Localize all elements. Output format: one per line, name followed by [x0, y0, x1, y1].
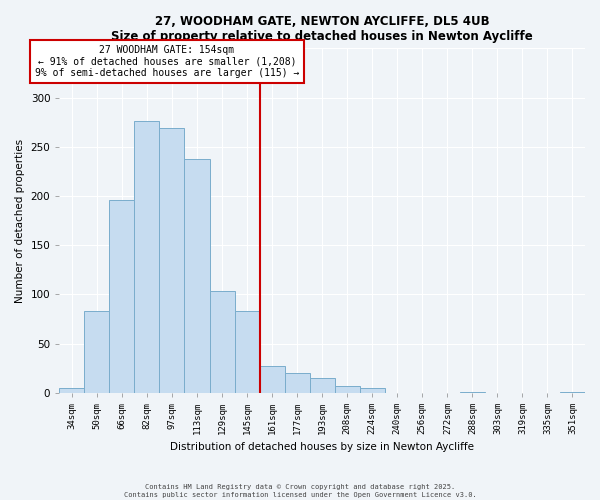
Bar	[134, 121, 160, 393]
Text: Contains HM Land Registry data © Crown copyright and database right 2025.
Contai: Contains HM Land Registry data © Crown c…	[124, 484, 476, 498]
Bar	[85, 311, 109, 393]
Title: 27, WOODHAM GATE, NEWTON AYCLIFFE, DL5 4UB
Size of property relative to detached: 27, WOODHAM GATE, NEWTON AYCLIFFE, DL5 4…	[111, 15, 533, 43]
X-axis label: Distribution of detached houses by size in Newton Aycliffe: Distribution of detached houses by size …	[170, 442, 474, 452]
Bar	[284, 373, 310, 393]
Bar	[560, 392, 585, 393]
Bar	[460, 392, 485, 393]
Text: 27 WOODHAM GATE: 154sqm
← 91% of detached houses are smaller (1,208)
9% of semi-: 27 WOODHAM GATE: 154sqm ← 91% of detache…	[35, 44, 299, 78]
Bar	[109, 200, 134, 393]
Bar	[59, 388, 85, 393]
Bar	[235, 311, 260, 393]
Bar	[335, 386, 360, 393]
Bar	[360, 388, 385, 393]
Bar	[160, 128, 184, 393]
Bar	[184, 158, 209, 393]
Bar	[209, 290, 235, 393]
Bar	[260, 366, 284, 393]
Bar	[310, 378, 335, 393]
Y-axis label: Number of detached properties: Number of detached properties	[15, 138, 25, 302]
